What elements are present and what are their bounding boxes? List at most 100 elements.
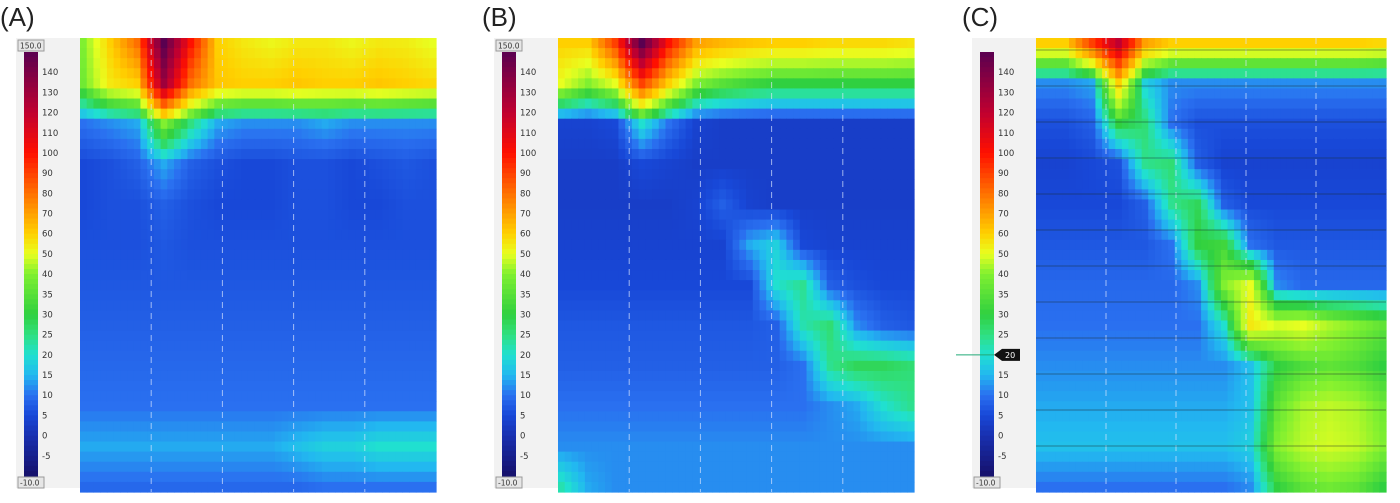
heatmap-cell bbox=[712, 462, 719, 473]
heatmap-cell bbox=[746, 199, 753, 210]
heatmap-cell bbox=[739, 169, 746, 180]
heatmap-cell bbox=[726, 88, 733, 99]
heatmap-cell bbox=[288, 250, 295, 261]
heatmap-cell bbox=[120, 179, 127, 190]
heatmap-cell bbox=[840, 431, 847, 442]
heatmap-cell bbox=[261, 68, 268, 79]
heatmap-cell bbox=[174, 68, 181, 79]
heatmap-cell bbox=[800, 411, 807, 422]
heatmap-cell bbox=[760, 139, 767, 150]
heatmap-cell bbox=[234, 431, 241, 442]
heatmap-cell bbox=[605, 149, 612, 160]
heatmap-cell bbox=[376, 88, 383, 99]
heatmap-cell bbox=[760, 250, 767, 261]
heatmap-cell bbox=[302, 119, 309, 130]
heatmap-cell bbox=[255, 179, 262, 190]
heatmap-cell bbox=[107, 68, 114, 79]
heatmap-cell bbox=[874, 260, 881, 271]
heatmap-cell bbox=[302, 58, 309, 69]
heatmap-cell bbox=[571, 109, 578, 120]
heatmap-cell bbox=[760, 452, 767, 463]
heatmap-cell bbox=[187, 462, 194, 473]
heatmap-cell bbox=[760, 341, 767, 352]
heatmap-cell bbox=[592, 341, 599, 352]
heatmap-cell bbox=[335, 371, 342, 382]
heatmap-cell bbox=[161, 220, 168, 231]
heatmap-cell bbox=[382, 159, 389, 170]
colorbar-segment bbox=[502, 143, 516, 149]
heatmap-cell bbox=[255, 260, 262, 271]
heatmap-cell bbox=[813, 300, 820, 311]
heatmap-cell bbox=[174, 270, 181, 281]
heatmap-cell bbox=[322, 78, 329, 89]
heatmap-cell bbox=[874, 210, 881, 221]
heatmap-cell bbox=[382, 401, 389, 412]
heatmap-cell bbox=[880, 139, 887, 150]
heatmap-cell bbox=[174, 230, 181, 241]
heatmap-cell bbox=[234, 300, 241, 311]
heatmap-cell bbox=[181, 371, 188, 382]
heatmap-cell bbox=[592, 431, 599, 442]
heatmap-cell bbox=[686, 310, 693, 321]
heatmap-cell bbox=[847, 290, 854, 301]
heatmap-cell bbox=[181, 290, 188, 301]
heatmap-cell bbox=[672, 290, 679, 301]
colorbar-segment bbox=[24, 456, 38, 462]
heatmap-cell bbox=[860, 462, 867, 473]
heatmap-cell bbox=[840, 179, 847, 190]
heatmap-cell bbox=[187, 250, 194, 261]
heatmap-cell bbox=[874, 139, 881, 150]
heatmap-cell bbox=[382, 240, 389, 251]
heatmap-cell bbox=[726, 169, 733, 180]
heatmap-cell bbox=[605, 199, 612, 210]
heatmap-cell bbox=[692, 220, 699, 231]
heatmap-cell bbox=[268, 381, 275, 392]
heatmap-cell bbox=[793, 361, 800, 372]
heatmap-cell bbox=[154, 472, 161, 483]
heatmap-cell bbox=[282, 48, 289, 59]
heatmap-cell bbox=[107, 391, 114, 402]
heatmap-cell bbox=[565, 240, 572, 251]
heatmap-cell bbox=[901, 78, 908, 89]
heatmap-cell bbox=[187, 482, 194, 493]
heatmap-cell bbox=[860, 48, 867, 59]
heatmap-cell bbox=[733, 431, 740, 442]
heatmap-cell bbox=[402, 411, 409, 422]
heatmap-cell bbox=[349, 199, 356, 210]
heatmap-cell bbox=[672, 179, 679, 190]
colorbar-segment bbox=[502, 128, 516, 134]
heatmap-cell bbox=[565, 431, 572, 442]
heatmap-cell bbox=[241, 250, 248, 261]
heatmap-cell bbox=[275, 401, 282, 412]
heatmap-cell bbox=[867, 361, 874, 372]
heatmap-cell bbox=[860, 371, 867, 382]
heatmap-cell bbox=[93, 431, 100, 442]
heatmap-cell bbox=[382, 482, 389, 493]
heatmap-cell bbox=[167, 119, 174, 130]
heatmap-cell bbox=[874, 442, 881, 453]
heatmap-cell bbox=[854, 48, 861, 59]
heatmap-cell bbox=[114, 462, 121, 473]
colorbar-segment bbox=[24, 244, 38, 250]
heatmap-cell bbox=[349, 290, 356, 301]
heatmap-cell bbox=[706, 159, 713, 170]
heatmap-cell bbox=[672, 88, 679, 99]
heatmap-cell bbox=[288, 210, 295, 221]
heatmap-cell bbox=[746, 310, 753, 321]
heatmap-cell bbox=[880, 361, 887, 372]
heatmap-cell bbox=[827, 58, 834, 69]
heatmap-cell bbox=[860, 452, 867, 463]
heatmap-cell bbox=[901, 351, 908, 362]
heatmap-cell bbox=[847, 149, 854, 160]
heatmap-cell bbox=[174, 240, 181, 251]
heatmap-cell bbox=[679, 169, 686, 180]
heatmap-cell bbox=[134, 250, 141, 261]
heatmap-cell bbox=[558, 431, 565, 442]
heatmap-cell bbox=[733, 381, 740, 392]
heatmap-cell bbox=[867, 230, 874, 241]
heatmap-cell bbox=[342, 199, 349, 210]
heatmap-cell bbox=[672, 38, 679, 49]
heatmap-cell bbox=[275, 139, 282, 150]
heatmap-cell bbox=[833, 310, 840, 321]
heatmap-cell bbox=[322, 331, 329, 342]
